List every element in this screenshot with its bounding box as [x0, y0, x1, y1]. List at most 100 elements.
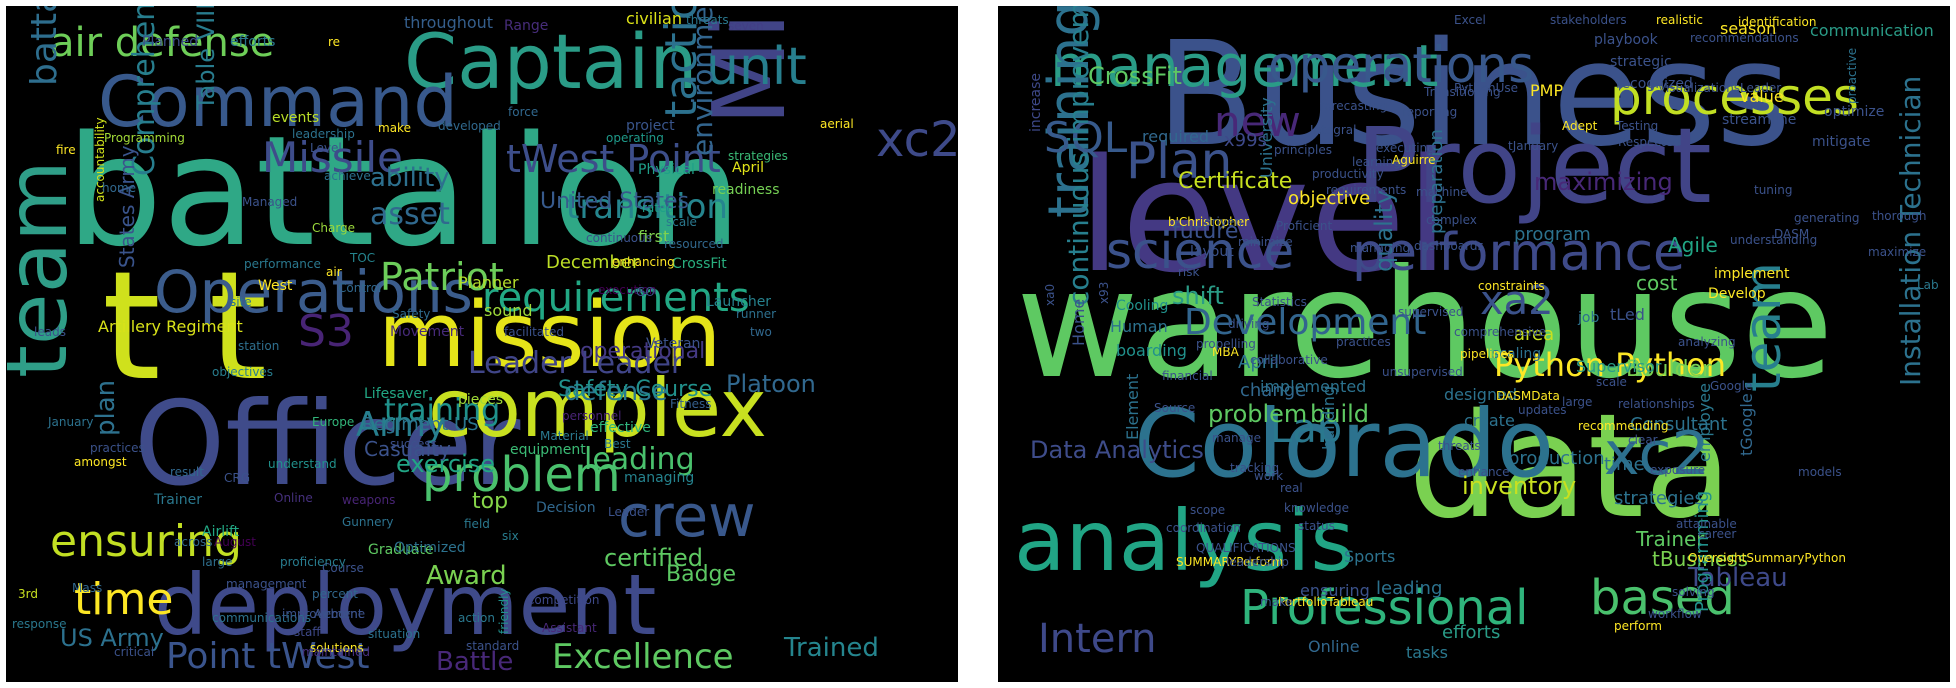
word-battle: Battle [436, 647, 513, 677]
word-enhancing: enhancing [612, 255, 675, 269]
word-regiment-us: Regiment US [362, 414, 479, 435]
word-trainer: Trainer [1635, 527, 1705, 551]
word-shift: shift [1172, 282, 1224, 310]
word-adept: Adept [1562, 119, 1598, 133]
word-understanding: understanding [1730, 233, 1817, 247]
word-layout: layout [1190, 244, 1234, 260]
word-implement: implement [1714, 266, 1790, 282]
word-certified: certified [604, 544, 703, 572]
word-pieces: pieces [458, 392, 503, 408]
word-range: Range [504, 18, 548, 34]
word-installation-technician: Installation Technician [1894, 76, 1927, 386]
word-cloud-right: Business warehouse level data Project Colorad… [998, 6, 1950, 682]
word-professional: Professional [1240, 580, 1528, 636]
word-s3: S3 [298, 306, 354, 357]
word-unsupervised: unsupervised [1382, 365, 1463, 379]
word-january: January [47, 415, 94, 429]
word-xc2: xc2 [876, 112, 958, 168]
word-generating: generating [1794, 211, 1860, 225]
word-training: training [384, 393, 500, 428]
word-status: status [1298, 519, 1335, 533]
word-streamline: streamline [1722, 112, 1796, 128]
word-competition: Competition [526, 593, 599, 607]
word-effective: effective [590, 420, 651, 436]
word-trainer: Trainer [153, 492, 202, 508]
word-staff: staff [294, 625, 321, 639]
word-element: Element [1123, 374, 1142, 440]
word-tableau: Tableau [1687, 563, 1788, 593]
word-source: Source [1154, 401, 1195, 415]
word-programming: Programming [1692, 491, 1713, 612]
word-crg: CRG [224, 471, 250, 485]
word-manage: manage [1212, 431, 1261, 445]
word-intern: Intern [1038, 616, 1157, 662]
word-programming: Programming [104, 131, 185, 145]
word-fitness: Fitness [670, 397, 712, 411]
word-supervised: supervised [1398, 305, 1463, 319]
word-efforts: efforts [230, 34, 275, 50]
word-managed: Managed [242, 195, 297, 209]
word-new: new [1214, 97, 1301, 146]
word-movement: Movement [390, 324, 465, 340]
word-weapons: weapons [342, 493, 395, 507]
word-sports: Sports [1344, 547, 1395, 566]
word-leader-leader: Leader Leader [468, 346, 684, 381]
word-proficiency: proficiency [280, 555, 346, 569]
word-airborne: Airborne [314, 607, 365, 621]
word-cost: cost [1636, 271, 1678, 295]
word-thorough: thorough [1872, 209, 1927, 223]
word-facilitated: facilitated [504, 325, 564, 339]
word-job: job [1577, 310, 1599, 326]
word-data: data [1408, 382, 1732, 550]
word-maximizing: maximizing [1534, 168, 1673, 196]
word-statistics: Statistics [1252, 295, 1307, 309]
word-air: air [326, 265, 342, 279]
word-portfoliotableau: PortfolioTableau [1278, 595, 1373, 609]
word-asset: asset [370, 197, 450, 232]
word-workflow: workflow [1648, 607, 1702, 621]
word-exposure: exposure [1650, 463, 1705, 477]
word-artillery-regiment: Artillery Regiment [98, 317, 243, 336]
word-driving: driving [1228, 317, 1270, 331]
word-objective: objective [1288, 188, 1370, 209]
word-career: career [1698, 527, 1736, 541]
word-create: create [1464, 411, 1515, 430]
word-battalion: battalion [66, 103, 742, 280]
word-veteran: Veteran [646, 336, 700, 352]
word-states-army: States Army [115, 145, 139, 268]
word-crew: crew [618, 482, 756, 550]
word-developed: developed [438, 119, 501, 133]
word-pmp: PMP [1530, 81, 1563, 100]
word-strategic: strategic [1610, 54, 1672, 70]
word-home: home [102, 181, 136, 195]
word-realistic: realistic [1656, 13, 1703, 27]
word-us-army: US Army [60, 624, 164, 652]
word-leadership: leadership [1226, 555, 1289, 569]
word-problem: problem [1208, 400, 1307, 428]
word-colorado: Colorado [1134, 390, 1554, 499]
word-west: West [258, 278, 293, 294]
word-aguirre: Aguirre [1392, 153, 1436, 167]
word-improvement: improvement [282, 607, 363, 621]
word-level: level [1078, 125, 1449, 307]
word-material: Material [540, 429, 589, 443]
word-six: six [502, 529, 519, 543]
word-inventory: inventory [1462, 472, 1576, 500]
word-visualizationsleader: VisualizationsLeader [1658, 81, 1781, 95]
word-make: make [1260, 595, 1293, 609]
word-3rd: 3rd [18, 587, 38, 601]
word-excel: Excel [1454, 13, 1486, 27]
word-season: season [1720, 19, 1776, 38]
word-cooling: Cooling [1116, 298, 1168, 314]
word-make: make [378, 121, 411, 135]
word-real: real [1280, 481, 1303, 495]
word-team: team [6, 160, 86, 378]
word-rated: rated [642, 201, 674, 215]
word-proficient: Proficient [1276, 219, 1333, 233]
word-python-python: Python Python [1494, 346, 1726, 384]
word-air-defense: air defense [50, 20, 274, 66]
word-tuning: tuning [1754, 183, 1792, 197]
word-station: station [238, 339, 279, 353]
word-operations: Operations [154, 258, 473, 326]
word-success: success [390, 437, 437, 451]
